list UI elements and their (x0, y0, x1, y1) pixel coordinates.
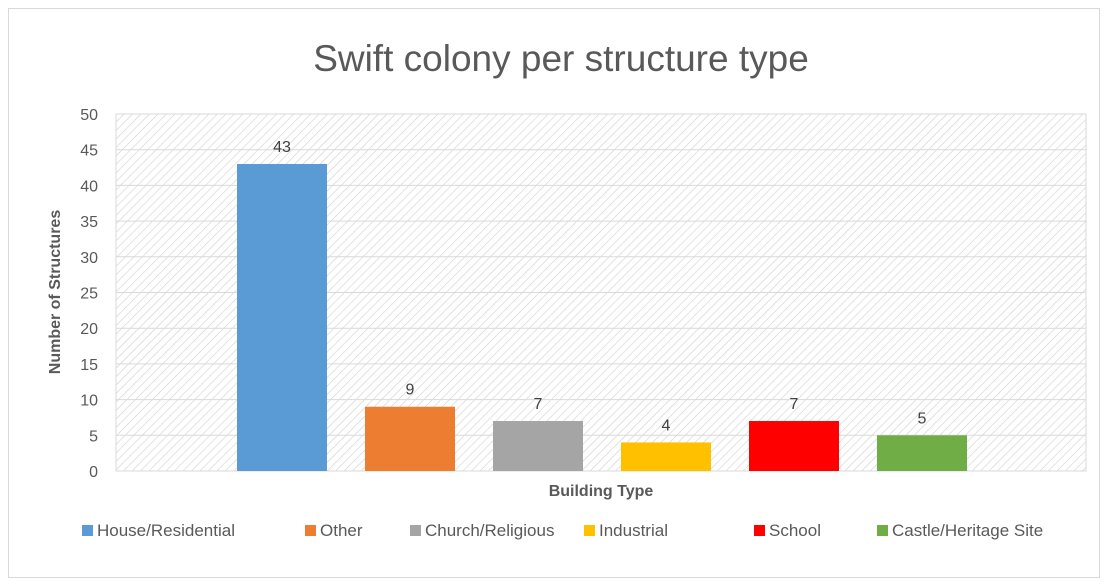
x-axis-title: Building Type (549, 483, 654, 500)
data-label: 7 (534, 396, 543, 413)
y-tick-label: 40 (80, 178, 98, 195)
data-label: 43 (273, 139, 291, 156)
y-axis-ticks: 0 5 10 15 20 25 30 35 40 45 50 (80, 107, 98, 481)
legend-label: Castle/Heritage Site (892, 521, 1043, 540)
y-tick-label: 50 (80, 107, 98, 124)
y-tick-label: 45 (80, 143, 98, 160)
bar (877, 435, 967, 471)
bar (493, 421, 583, 471)
y-tick-label: 15 (80, 357, 98, 374)
data-label: 9 (406, 382, 415, 399)
data-label: 7 (790, 396, 799, 413)
bar (749, 421, 839, 471)
y-axis-title: Number of Structures (47, 210, 64, 375)
y-tick-label: 10 (80, 393, 98, 410)
legend-label: Other (320, 521, 363, 540)
legend: House/Residential Other Church/Religious In… (82, 521, 1043, 540)
y-tick-label: 30 (80, 250, 98, 267)
legend-swatch (754, 525, 765, 536)
legend-swatch (82, 525, 93, 536)
legend-swatch (305, 525, 316, 536)
data-label: 4 (662, 417, 671, 434)
data-labels: 43 9 7 4 7 5 (273, 139, 926, 434)
chart-title: Swift colony per structure type (313, 38, 809, 79)
legend-label: House/Residential (97, 521, 235, 540)
legend-swatch (584, 525, 595, 536)
bar (621, 442, 711, 471)
legend-swatch (410, 525, 421, 536)
legend-swatch (877, 525, 888, 536)
data-label: 5 (918, 410, 927, 427)
y-tick-label: 35 (80, 214, 98, 231)
y-tick-label: 0 (89, 464, 98, 481)
y-tick-label: 25 (80, 286, 98, 303)
y-tick-label: 20 (80, 321, 98, 338)
bars (237, 163, 967, 472)
legend-label: School (769, 521, 821, 540)
y-tick-label: 5 (89, 428, 98, 445)
legend-label: Church/Religious (425, 521, 554, 540)
bar (237, 163, 327, 472)
legend-label: Industrial (599, 521, 668, 540)
bar (365, 406, 455, 471)
